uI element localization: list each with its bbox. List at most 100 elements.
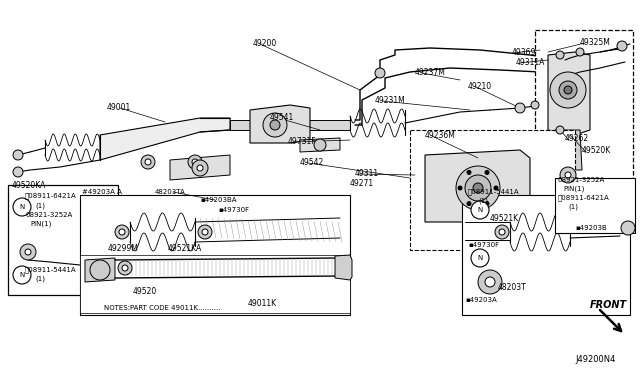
Circle shape (621, 221, 635, 235)
Circle shape (564, 86, 572, 94)
Circle shape (485, 170, 489, 174)
Text: 49542: 49542 (300, 157, 324, 167)
Circle shape (559, 81, 577, 99)
Text: NOTES:PART CODE 49011K..........: NOTES:PART CODE 49011K.......... (104, 305, 221, 311)
Circle shape (531, 101, 539, 109)
Circle shape (485, 202, 489, 206)
Circle shape (515, 103, 525, 113)
Circle shape (556, 126, 564, 134)
Text: #49203A A: #49203A A (82, 189, 122, 195)
Circle shape (202, 229, 208, 235)
Circle shape (197, 165, 203, 171)
Circle shape (141, 155, 155, 169)
Text: (1): (1) (35, 276, 45, 282)
Bar (410, 130, 575, 250)
Text: 49231M: 49231M (375, 96, 406, 105)
Text: 49311: 49311 (355, 169, 379, 177)
Bar (462, 195, 630, 315)
Text: ▪49203A: ▪49203A (465, 297, 497, 303)
Text: 48203T: 48203T (498, 283, 527, 292)
Circle shape (198, 225, 212, 239)
Text: 49271: 49271 (350, 179, 374, 187)
Text: ▪49730F: ▪49730F (468, 242, 499, 248)
Text: 48203TA: 48203TA (155, 189, 186, 195)
Text: 49541: 49541 (270, 112, 294, 122)
Bar (80, 255, 350, 313)
Circle shape (485, 277, 495, 287)
Circle shape (617, 41, 627, 51)
Text: ▪49203B: ▪49203B (575, 225, 607, 231)
Circle shape (471, 201, 489, 219)
Circle shape (122, 265, 128, 271)
Text: 49325M: 49325M (580, 38, 611, 46)
Circle shape (467, 202, 471, 206)
Circle shape (90, 260, 110, 280)
Text: 49210: 49210 (468, 81, 492, 90)
Text: Ⓣ08911-5441A: Ⓣ08911-5441A (25, 267, 77, 273)
Text: Ⓣ08911-6421A: Ⓣ08911-6421A (25, 193, 77, 199)
Circle shape (560, 167, 576, 183)
Polygon shape (230, 120, 350, 130)
Text: 49262: 49262 (565, 134, 589, 142)
Polygon shape (335, 255, 352, 280)
Bar (535, 30, 633, 190)
Bar (8, 185, 118, 295)
Text: 49521KA: 49521KA (168, 244, 202, 253)
Text: PIN(1): PIN(1) (30, 221, 51, 227)
Circle shape (499, 229, 505, 235)
Circle shape (263, 113, 287, 137)
Circle shape (473, 183, 483, 193)
Text: 49369: 49369 (512, 48, 536, 57)
Text: 49299M: 49299M (108, 244, 139, 253)
Circle shape (465, 175, 491, 201)
Text: 49521K: 49521K (490, 214, 519, 222)
Circle shape (494, 186, 498, 190)
Bar (80, 195, 350, 315)
Polygon shape (553, 130, 582, 170)
Polygon shape (425, 150, 530, 222)
Polygon shape (85, 258, 115, 282)
Text: Ⓣ08911-6421A: Ⓣ08911-6421A (558, 195, 610, 201)
Text: 49520KA: 49520KA (12, 180, 46, 189)
Text: PIN(1): PIN(1) (563, 186, 584, 192)
Text: 49520K: 49520K (582, 145, 611, 154)
Polygon shape (170, 155, 230, 180)
Circle shape (192, 159, 198, 165)
Text: 49001: 49001 (107, 103, 131, 112)
Text: (1): (1) (478, 198, 488, 204)
Circle shape (314, 139, 326, 151)
Circle shape (375, 68, 385, 78)
Polygon shape (548, 52, 590, 135)
Text: (1): (1) (35, 203, 45, 209)
Bar (555, 178, 635, 233)
Text: 49311A: 49311A (516, 58, 545, 67)
Polygon shape (250, 105, 310, 143)
Circle shape (13, 198, 31, 216)
Circle shape (115, 225, 129, 239)
Circle shape (458, 186, 462, 190)
Circle shape (565, 172, 571, 178)
Text: J49200N4: J49200N4 (575, 356, 616, 365)
Text: N: N (19, 272, 24, 278)
Text: 49011K: 49011K (248, 298, 277, 308)
Text: N: N (477, 255, 483, 261)
Text: 49237M: 49237M (415, 67, 446, 77)
Polygon shape (300, 138, 340, 152)
Circle shape (118, 261, 132, 275)
Text: FRONT: FRONT (590, 300, 627, 310)
Circle shape (495, 225, 509, 239)
Circle shape (478, 270, 502, 294)
Text: N: N (477, 207, 483, 213)
Circle shape (13, 150, 23, 160)
Circle shape (13, 167, 23, 177)
Circle shape (119, 229, 125, 235)
Text: 49520: 49520 (133, 288, 157, 296)
Text: 49200: 49200 (253, 38, 277, 48)
Polygon shape (100, 118, 230, 160)
Text: 08921-3252A: 08921-3252A (25, 212, 72, 218)
Circle shape (25, 249, 31, 255)
Text: Ⓣ08911-5441A: Ⓣ08911-5441A (468, 189, 520, 195)
Circle shape (270, 120, 280, 130)
Text: 08921-3252A: 08921-3252A (558, 177, 605, 183)
Text: (1): (1) (568, 204, 578, 210)
